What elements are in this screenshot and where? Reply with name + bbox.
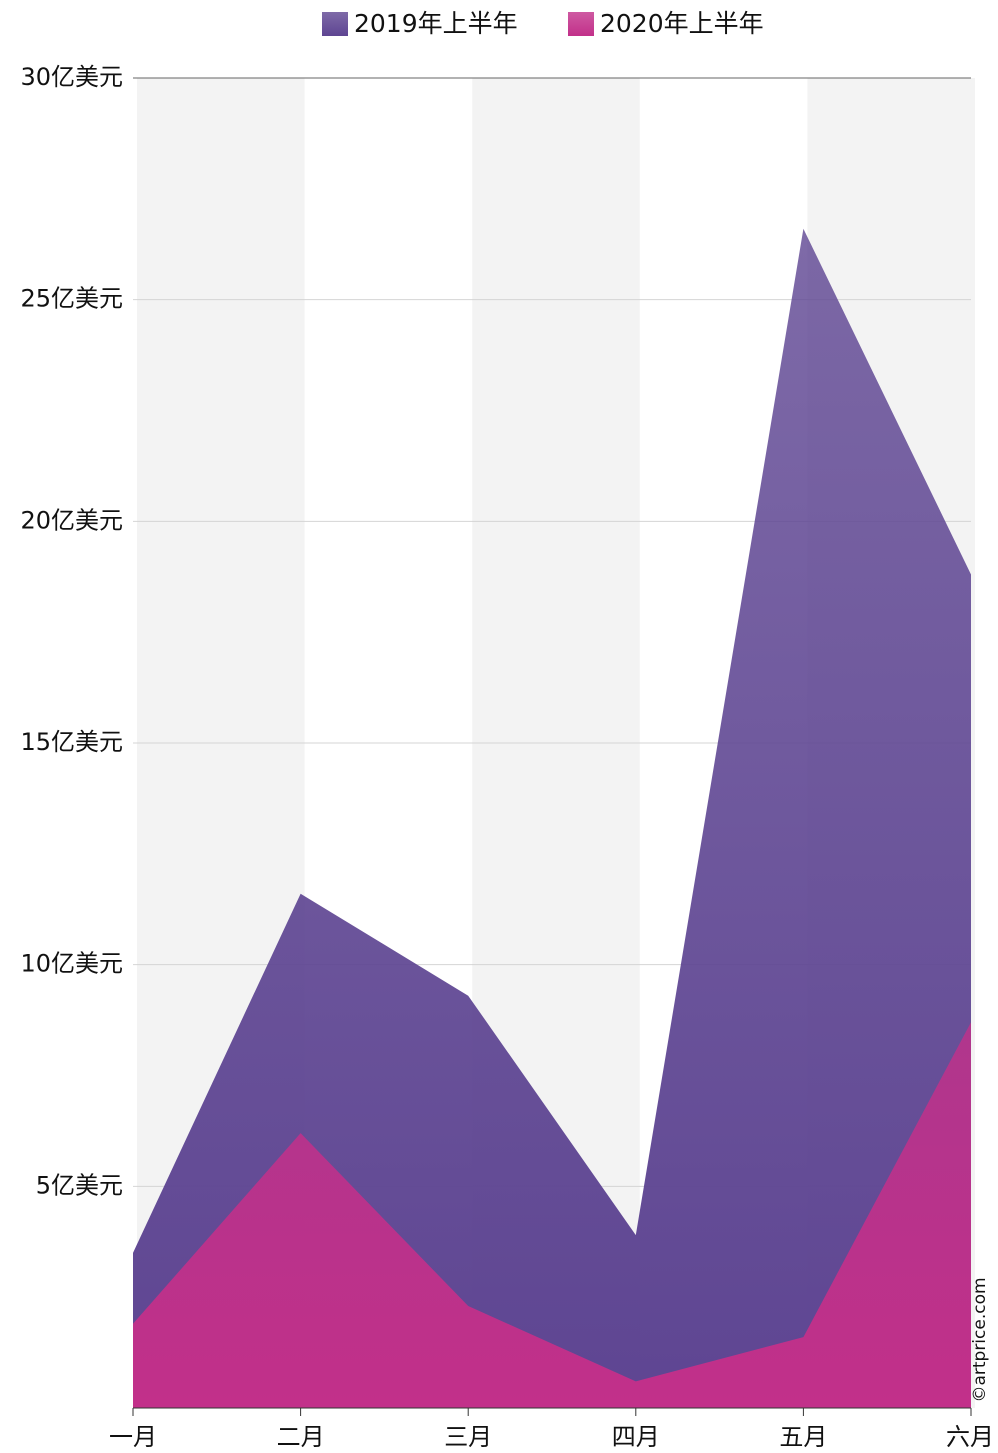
- area: [133, 1022, 971, 1408]
- legend-swatch: [568, 12, 594, 36]
- legend-label: 2020年上半年: [600, 9, 764, 38]
- y-tick-label: 15亿美元: [20, 728, 123, 756]
- y-tick-label: 30亿美元: [20, 63, 123, 91]
- x-tick-label: 四月: [612, 1423, 660, 1451]
- x-tick-label: 一月: [109, 1423, 157, 1451]
- x-tick-label: 三月: [444, 1423, 492, 1451]
- x-tick-label: 五月: [779, 1423, 827, 1451]
- legend-swatch: [322, 12, 348, 36]
- legend-label: 2019年上半年: [354, 9, 518, 38]
- y-tick-label: 25亿美元: [20, 285, 123, 313]
- y-tick-label: 5亿美元: [36, 1171, 123, 1199]
- x-tick-label: 六月: [946, 1423, 994, 1451]
- y-tick-label: 10亿美元: [20, 950, 123, 978]
- source: ©artprice.com: [970, 1277, 990, 1402]
- y-tick-label: 20亿美元: [20, 506, 123, 534]
- area: [133, 228, 971, 1408]
- x-tick-label: 二月: [277, 1423, 325, 1451]
